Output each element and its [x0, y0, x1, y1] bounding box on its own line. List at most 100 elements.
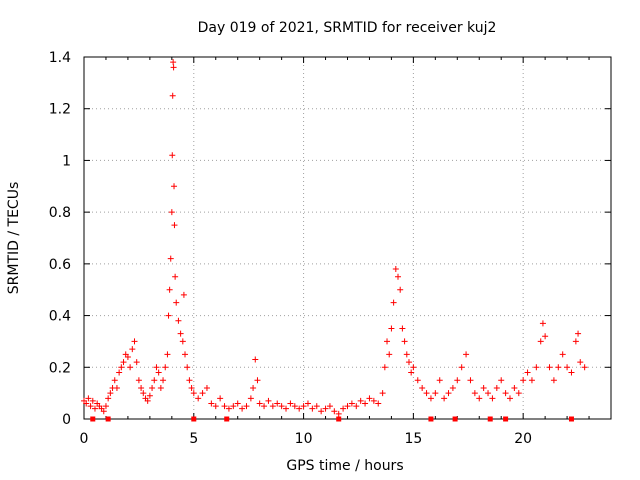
data-point: [171, 222, 178, 229]
data-point: [157, 384, 164, 391]
data-point: [309, 405, 316, 412]
data-point: [401, 338, 408, 345]
gap-marker: [191, 416, 197, 422]
data-point: [335, 410, 342, 417]
data-point: [133, 359, 140, 366]
axis-ticks: 0 0.2 0.4 0.6 0.8 1 1.2 1.4 0 5 10 15 20: [49, 50, 612, 447]
data-point: [375, 400, 382, 407]
data-point: [167, 255, 174, 262]
data-point: [131, 338, 138, 345]
data-point: [318, 408, 325, 415]
data-point: [386, 351, 393, 358]
data-point: [304, 400, 311, 407]
x-tick-label: 5: [189, 431, 198, 447]
data-point: [427, 395, 434, 402]
data-point: [300, 403, 307, 410]
data-point: [296, 405, 303, 412]
data-point: [199, 390, 206, 397]
data-point: [555, 364, 562, 371]
data-point: [146, 392, 153, 399]
data-point: [370, 397, 377, 404]
data-point: [287, 400, 294, 407]
data-point: [408, 369, 415, 376]
data-point: [520, 377, 527, 384]
data-point: [379, 390, 386, 397]
data-point: [403, 351, 410, 358]
data-point: [100, 408, 107, 415]
data-point: [116, 369, 123, 376]
data-point: [190, 390, 197, 397]
x-axis-label: GPS time / hours: [286, 458, 403, 474]
data-point: [381, 364, 388, 371]
data-point: [105, 395, 112, 402]
data-point: [313, 403, 320, 410]
data-point: [83, 400, 90, 407]
data-point: [169, 92, 176, 99]
data-point: [572, 338, 579, 345]
data-point: [539, 320, 546, 327]
data-point: [392, 266, 399, 273]
data-point: [419, 384, 426, 391]
data-point: [170, 64, 177, 71]
data-point: [254, 377, 261, 384]
data-point: [85, 395, 92, 402]
data-point: [568, 369, 575, 376]
data-point: [252, 356, 259, 363]
data-point: [87, 403, 94, 410]
data-point: [575, 330, 582, 337]
data-point: [524, 369, 531, 376]
data-point: [449, 384, 456, 391]
data-point: [217, 395, 224, 402]
data-point: [537, 338, 544, 345]
data-point: [528, 377, 535, 384]
data-point: [283, 405, 290, 412]
data-point: [559, 351, 566, 358]
data-point: [423, 390, 430, 397]
data-point: [168, 209, 175, 216]
data-point: [182, 351, 189, 358]
data-point: [173, 299, 180, 306]
data-point: [184, 364, 191, 371]
data-point: [441, 395, 448, 402]
data-point: [151, 377, 158, 384]
data-point: [164, 351, 171, 358]
data-point: [414, 377, 421, 384]
data-point: [261, 403, 268, 410]
plot-frame: [83, 56, 612, 420]
data-point: [362, 400, 369, 407]
data-point: [581, 364, 588, 371]
data-point: [208, 400, 215, 407]
data-point: [291, 403, 298, 410]
data-point: [432, 390, 439, 397]
data-point: [348, 400, 355, 407]
data-point: [445, 390, 452, 397]
data-point: [274, 400, 281, 407]
data-point: [203, 384, 210, 391]
data-point: [390, 299, 397, 306]
x-tick-label: 20: [514, 431, 532, 447]
data-point: [397, 286, 404, 293]
data-point: [485, 390, 492, 397]
y-tick-label: 0.8: [49, 205, 71, 221]
data-point: [322, 405, 329, 412]
data-point: [140, 390, 147, 397]
y-tick-label: 0.2: [49, 360, 71, 376]
x-tick-label: 10: [295, 431, 313, 447]
data-point: [480, 384, 487, 391]
gap-marker: [568, 416, 574, 422]
data-point: [171, 183, 178, 190]
data-point: [170, 59, 177, 66]
data-point: [129, 346, 136, 353]
data-point: [395, 273, 402, 280]
data-point: [436, 377, 443, 384]
data-point: [153, 364, 160, 371]
y-tick-label: 1: [62, 153, 71, 169]
data-point: [120, 359, 127, 366]
data-point: [493, 384, 500, 391]
data-point: [212, 403, 219, 410]
data-point: [172, 273, 179, 280]
gap-marker: [336, 416, 342, 422]
gap-marker: [90, 416, 96, 422]
grid-lines: [84, 57, 611, 419]
data-point: [498, 377, 505, 384]
